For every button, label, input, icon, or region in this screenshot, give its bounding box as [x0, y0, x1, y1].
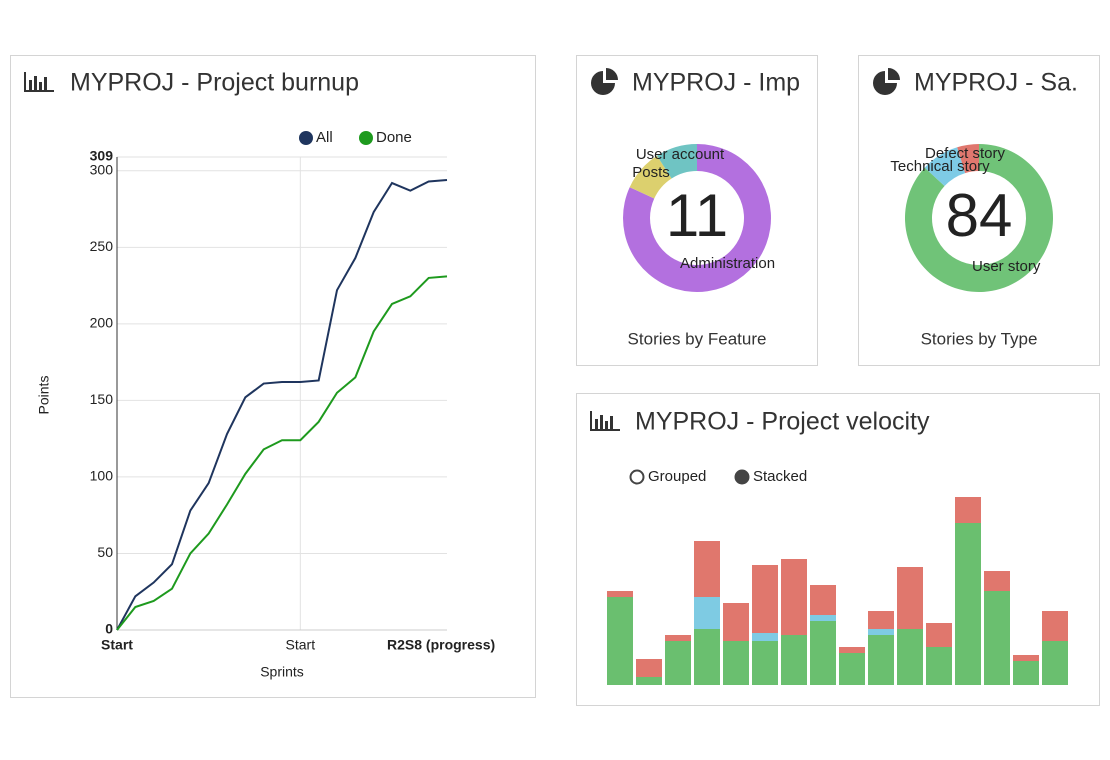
y-tick-label: 200: [90, 315, 114, 331]
bar-segment: [984, 571, 1010, 591]
panel-title: MYPROJ - Project burnup: [70, 69, 359, 97]
x-tick-label: Start: [286, 637, 316, 653]
bar-segment: [955, 523, 981, 685]
bar-segment: [1042, 611, 1068, 641]
mode-radio[interactable]: [734, 469, 750, 485]
panel-title: MYPROJ - Imp: [632, 69, 800, 97]
donut-slice: [629, 155, 672, 199]
legend-label: All: [316, 129, 333, 146]
bar-segment: [810, 615, 836, 621]
x-axis-label: Sprints: [260, 664, 304, 680]
x-tick-label: Start: [101, 637, 133, 653]
y-axis-label: Points: [36, 376, 52, 415]
slice-label: Defect story: [925, 145, 1006, 162]
velocity-panel: [576, 393, 1100, 706]
pie-icon: [873, 68, 900, 95]
bar-segment: [839, 653, 865, 685]
slice-label: User story: [972, 258, 1041, 275]
bar-segment: [694, 541, 720, 597]
y-tick-label: 250: [90, 238, 114, 254]
donut-slice: [905, 144, 1053, 293]
bar-segment: [810, 621, 836, 685]
y-tick-label: 309: [90, 148, 114, 164]
bar-segment: [839, 647, 865, 653]
bar-segment: [665, 635, 691, 641]
y-tick-label: 150: [90, 391, 114, 407]
panel-title: MYPROJ - Sa.: [914, 69, 1078, 97]
x-tick-label: R2S8 (progress): [387, 637, 495, 653]
legend-label: Done: [376, 129, 412, 146]
legend-marker: [359, 131, 373, 145]
bar-segment: [723, 641, 749, 685]
donut-total: 11: [666, 182, 728, 249]
feature-panel: [576, 55, 818, 366]
bar-segment: [926, 647, 952, 685]
bar-segment: [752, 633, 778, 641]
slice-label: Posts: [632, 164, 670, 181]
bar-icon: [590, 411, 620, 431]
bar-segment: [868, 635, 894, 685]
donut-subtitle: Stories by Feature: [628, 329, 767, 348]
bar-segment: [897, 629, 923, 685]
bar-segment: [607, 591, 633, 597]
bar-segment: [926, 623, 952, 647]
mode-radio[interactable]: [629, 469, 645, 485]
bar-segment: [1013, 655, 1039, 661]
y-tick-label: 100: [90, 468, 114, 484]
bar-icon: [24, 72, 54, 92]
donut-total: 84: [946, 182, 1013, 249]
bar-segment: [636, 659, 662, 677]
bar-segment: [723, 603, 749, 641]
legend-marker: [299, 131, 313, 145]
slice-label: Administration: [680, 255, 775, 272]
donut-slice: [623, 144, 772, 293]
bar-segment: [984, 591, 1010, 685]
bar-segment: [636, 677, 662, 685]
donut-slice: [656, 144, 697, 179]
mode-label[interactable]: Stacked: [753, 468, 807, 485]
bar-segment: [694, 629, 720, 685]
bar-segment: [955, 497, 981, 523]
y-tick-label: 0: [105, 621, 113, 637]
bar-segment: [781, 559, 807, 635]
donut-subtitle: Stories by Type: [921, 329, 1038, 348]
bar-segment: [1042, 641, 1068, 685]
series-line: [116, 178, 448, 631]
bar-segment: [868, 629, 894, 635]
bar-segment: [665, 641, 691, 685]
pie-icon: [591, 68, 618, 95]
bar-segment: [752, 641, 778, 685]
mode-label[interactable]: Grouped: [648, 468, 706, 485]
bar-segment: [694, 597, 720, 629]
bar-segment: [1013, 661, 1039, 685]
bar-segment: [868, 611, 894, 629]
panel-title: MYPROJ - Project velocity: [635, 408, 930, 436]
bar-segment: [810, 585, 836, 615]
donut-slice: [924, 147, 966, 187]
bar-segment: [752, 565, 778, 633]
y-tick-label: 300: [90, 161, 114, 177]
burnup-panel: [10, 55, 536, 698]
bar-segment: [781, 635, 807, 685]
type-panel: [858, 55, 1100, 366]
series-line: [116, 275, 448, 631]
donut-slice: [957, 144, 979, 174]
bar-segment: [897, 567, 923, 629]
y-tick-label: 50: [97, 544, 113, 560]
velocity-chart: Grouped Stacked: [607, 468, 1068, 685]
bar-segment: [607, 597, 633, 685]
slice-label: Technical story: [890, 158, 990, 175]
slice-label: User account: [636, 146, 725, 163]
